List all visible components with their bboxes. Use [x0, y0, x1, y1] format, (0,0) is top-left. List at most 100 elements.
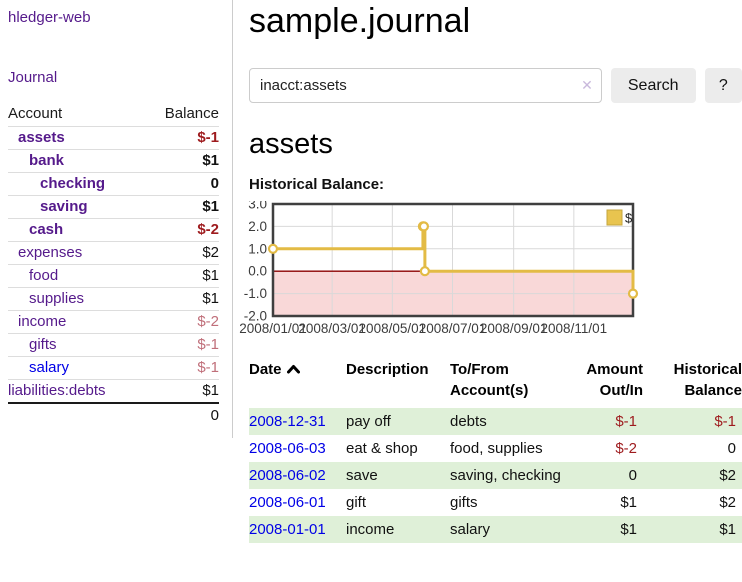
page-title: sample.journal [249, 2, 471, 40]
register-header-description: Description [346, 361, 429, 378]
accounts-total-row: 0 [8, 403, 219, 428]
transaction-accounts: saving, checking [450, 467, 561, 484]
svg-text:2008/07/01: 2008/07/01 [419, 321, 487, 336]
account-row-saving: saving $1 [8, 195, 219, 219]
transaction-date-link[interactable]: 2008-06-01 [249, 494, 326, 511]
transaction-date-link[interactable]: 2008-12-31 [249, 413, 326, 430]
svg-text:-2.0: -2.0 [244, 309, 267, 324]
account-row-bank: bank $1 [8, 149, 219, 173]
transaction-amount: 0 [628, 467, 637, 484]
historical-balance-chart: $3.0 2.0 1.0 0.0 -1.0 -2.0 2008/01/01 2008/03/0… [239, 197, 659, 341]
accounts-balance-table: Account Balance assets $-1 bank $1 check… [8, 103, 219, 428]
account-balance: 0 [210, 175, 219, 192]
register-row: 2008-06-02 save saving, checking 0 $2 [249, 462, 742, 489]
search-input[interactable] [249, 68, 602, 103]
main-content: sample.journal ✕ Search ? assets Histori… [233, 0, 742, 543]
transaction-description: eat & shop [346, 440, 418, 457]
account-balance: $1 [202, 152, 219, 169]
app-brand-link[interactable]: hledger-web [8, 9, 91, 26]
transaction-description: save [346, 467, 378, 484]
register-row: 2008-06-03 eat & shop food, supplies $-2… [249, 435, 742, 462]
register-header-amount: Amount Out/In [586, 361, 643, 399]
register-header-balance: Historical Balance [673, 361, 742, 399]
sort-ascending-icon [286, 359, 300, 380]
account-row-salary: salary $-1 [8, 356, 219, 380]
account-link-checking[interactable]: checking [40, 175, 106, 192]
svg-text:2.0: 2.0 [248, 219, 267, 234]
transaction-description: pay off [346, 413, 391, 430]
clear-search-icon[interactable]: ✕ [581, 77, 593, 93]
svg-text:2008/03/01: 2008/03/01 [298, 321, 366, 336]
transaction-amount: $-1 [615, 413, 637, 430]
svg-text:2008/05/01: 2008/05/01 [359, 321, 427, 336]
account-row-liabilities-debts: liabilities:debts $1 [8, 379, 219, 404]
transaction-date-link[interactable]: 2008-06-03 [249, 440, 326, 457]
register-header-date[interactable]: Date [249, 359, 346, 408]
account-link-liabilities-debts[interactable]: liabilities:debts [8, 382, 106, 399]
account-link-food[interactable]: food [29, 267, 59, 284]
chart-title: Historical Balance: [249, 176, 385, 193]
search-form: ✕ Search ? [249, 68, 742, 103]
account-row-cash: cash $-2 [8, 218, 219, 242]
account-balance: $1 [202, 198, 219, 215]
account-balance: $-1 [197, 129, 219, 146]
register-row: 2008-12-31 pay off debts $-1 $-1 [249, 408, 742, 435]
register-row: 2008-01-01 income salary $1 $1 [249, 516, 742, 543]
account-balance: $-1 [197, 336, 219, 353]
account-row-food: food $1 [8, 264, 219, 288]
transaction-date-link[interactable]: 2008-06-02 [249, 467, 326, 484]
svg-text:2008/11/01: 2008/11/01 [541, 321, 608, 336]
account-row-gifts: gifts $-1 [8, 333, 219, 357]
register-table: Date Description To/From Account(s) Amou… [249, 359, 742, 543]
account-balance: $-2 [197, 313, 219, 330]
transaction-balance: $1 [719, 521, 736, 538]
account-link-gifts[interactable]: gifts [29, 336, 57, 353]
account-row-assets: assets $-1 [8, 126, 219, 150]
account-link-expenses[interactable]: expenses [18, 244, 83, 261]
account-link-supplies[interactable]: supplies [29, 290, 85, 307]
account-link-saving[interactable]: saving [40, 198, 88, 215]
transaction-description: income [346, 521, 395, 538]
register-row: 2008-06-01 gift gifts $1 $2 [249, 489, 742, 516]
transaction-description: gift [346, 494, 367, 511]
account-link-bank[interactable]: bank [29, 152, 65, 169]
accounts-header-account: Account [8, 105, 63, 122]
accounts-total-value: 0 [210, 407, 219, 424]
account-row-supplies: supplies $1 [8, 287, 219, 311]
transaction-accounts: gifts [450, 494, 478, 511]
account-link-assets[interactable]: assets [18, 129, 65, 146]
svg-text:2008/09/01: 2008/09/01 [480, 321, 548, 336]
transaction-amount: $1 [620, 521, 637, 538]
accounts-table-header: Account Balance [8, 103, 219, 127]
register-header-row: Date Description To/From Account(s) Amou… [249, 359, 742, 408]
sidebar: hledger-web Journal Account Balance asse… [0, 0, 233, 438]
search-button[interactable]: Search [610, 68, 696, 103]
transaction-accounts: food, supplies [450, 440, 543, 457]
account-link-income[interactable]: income [18, 313, 67, 330]
svg-text:3.0: 3.0 [248, 201, 267, 212]
account-link-cash[interactable]: cash [29, 221, 64, 238]
accounts-header-balance: Balance [164, 105, 219, 122]
transaction-accounts: salary [450, 521, 491, 538]
transaction-balance: 0 [727, 440, 736, 457]
account-row-checking: checking 0 [8, 172, 219, 196]
transaction-balance: $2 [719, 494, 736, 511]
account-heading: assets [249, 128, 333, 160]
svg-text:0.0: 0.0 [248, 264, 267, 279]
transaction-date-link[interactable]: 2008-01-01 [249, 521, 326, 538]
svg-text:-1.0: -1.0 [244, 286, 267, 301]
sidebar-item-journal[interactable]: Journal [8, 69, 58, 86]
account-row-income: income $-2 [8, 310, 219, 334]
account-link-salary[interactable]: salary [29, 359, 70, 376]
transaction-amount: $1 [620, 494, 637, 511]
svg-text:$: $ [625, 211, 633, 226]
account-balance: $-2 [197, 221, 219, 238]
account-row-expenses: expenses $2 [8, 241, 219, 265]
account-balance: $-1 [197, 359, 219, 376]
account-balance: $2 [202, 244, 219, 261]
register-header-accounts: To/From Account(s) [450, 361, 529, 399]
transaction-balance: $2 [719, 467, 736, 484]
help-button[interactable]: ? [704, 68, 742, 103]
account-balance: $1 [202, 267, 219, 284]
svg-text:1.0: 1.0 [248, 241, 267, 256]
